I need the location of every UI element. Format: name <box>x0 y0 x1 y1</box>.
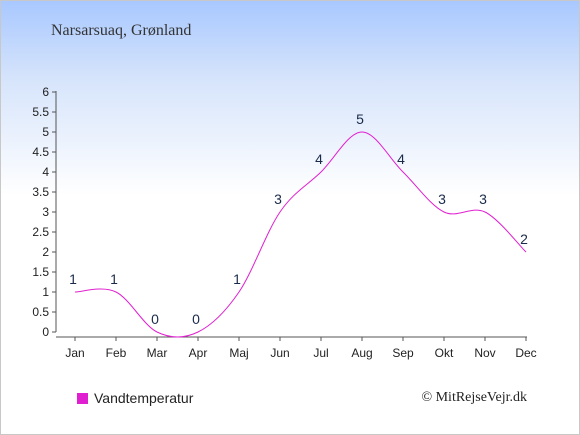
data-label: 4 <box>315 151 323 167</box>
legend-swatch <box>77 392 88 404</box>
legend-label: Vandtemperatur <box>94 390 194 406</box>
data-label: 2 <box>520 231 528 247</box>
y-tick-label: 6 <box>42 85 49 99</box>
legend: Vandtemperatur <box>77 390 193 406</box>
x-tick-label: Sep <box>392 346 414 360</box>
y-tick-label: 2.5 <box>32 225 49 239</box>
data-label: 0 <box>192 311 200 327</box>
x-tick-label: Okt <box>435 346 454 360</box>
x-tick-label: Feb <box>106 346 127 360</box>
x-ticks: Jan Feb Mar Apr Maj Jun Jul Aug Sep Okt Nov Dec <box>65 337 537 360</box>
data-label: 5 <box>356 111 364 127</box>
data-label: 3 <box>438 191 446 207</box>
y-tick-label: 1.5 <box>32 265 49 279</box>
copyright-text: © MitRejseVejr.dk <box>421 390 527 405</box>
x-tick-label: Aug <box>351 346 372 360</box>
y-tick-label: 5.5 <box>32 105 49 119</box>
y-tick-label: 4.5 <box>32 145 49 159</box>
y-tick-label: 3.5 <box>32 185 49 199</box>
y-tick-label: 5 <box>42 125 49 139</box>
data-label: 1 <box>110 271 118 287</box>
data-label: 1 <box>69 271 77 287</box>
series-line-vandtemperatur <box>74 131 527 338</box>
y-ticks: 0 0.5 1 1.5 2 2.5 3 3.5 4 4.5 5 5.5 6 <box>32 85 56 339</box>
y-tick-label: 0.5 <box>32 305 49 319</box>
data-label: 4 <box>397 151 405 167</box>
y-tick-label: 3 <box>42 205 49 219</box>
x-tick-label: Nov <box>474 346 495 360</box>
chart-title: Narsarsuaq, Grønland <box>51 22 192 39</box>
data-label: 0 <box>151 311 159 327</box>
x-tick-label: Dec <box>515 346 536 360</box>
x-tick-label: Maj <box>229 346 248 360</box>
data-label: 3 <box>274 191 282 207</box>
x-tick-label: Jan <box>65 346 84 360</box>
data-label: 3 <box>479 191 487 207</box>
x-tick-label: Jun <box>270 346 289 360</box>
x-tick-label: Apr <box>189 346 208 360</box>
data-label: 1 <box>233 271 241 287</box>
y-tick-label: 4 <box>42 165 49 179</box>
y-tick-label: 0 <box>42 325 49 339</box>
y-tick-label: 2 <box>42 245 49 259</box>
data-labels: 1 1 0 0 1 3 4 5 4 3 3 2 <box>69 111 528 327</box>
x-tick-label: Mar <box>147 346 168 360</box>
y-tick-label: 1 <box>42 285 49 299</box>
x-tick-label: Jul <box>313 346 328 360</box>
